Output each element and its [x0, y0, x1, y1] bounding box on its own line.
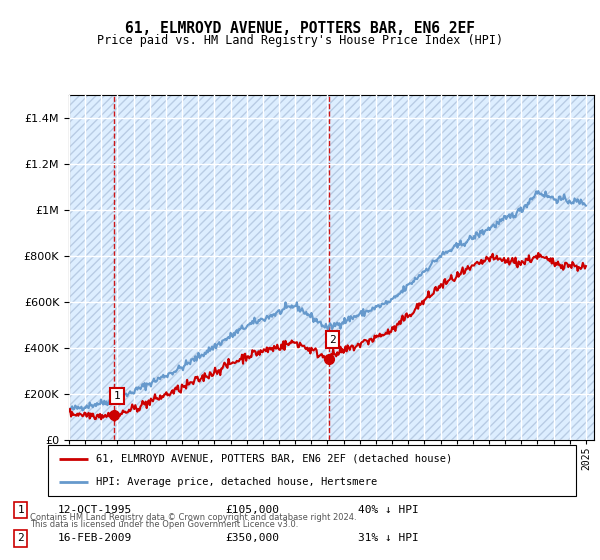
Text: 1: 1: [17, 505, 24, 515]
Text: £105,000: £105,000: [225, 505, 279, 515]
Text: 31% ↓ HPI: 31% ↓ HPI: [358, 533, 418, 543]
Text: 16-FEB-2009: 16-FEB-2009: [58, 533, 133, 543]
Text: Contains HM Land Registry data © Crown copyright and database right 2024.: Contains HM Land Registry data © Crown c…: [30, 513, 356, 522]
Text: 2: 2: [329, 335, 336, 345]
Text: £350,000: £350,000: [225, 533, 279, 543]
Text: 1: 1: [114, 391, 121, 401]
Text: HPI: Average price, detached house, Hertsmere: HPI: Average price, detached house, Hert…: [95, 477, 377, 487]
Text: 61, ELMROYD AVENUE, POTTERS BAR, EN6 2EF: 61, ELMROYD AVENUE, POTTERS BAR, EN6 2EF: [125, 21, 475, 36]
FancyBboxPatch shape: [48, 445, 576, 496]
Text: 12-OCT-1995: 12-OCT-1995: [58, 505, 133, 515]
Text: 2: 2: [17, 533, 24, 543]
Text: Price paid vs. HM Land Registry's House Price Index (HPI): Price paid vs. HM Land Registry's House …: [97, 34, 503, 46]
Text: This data is licensed under the Open Government Licence v3.0.: This data is licensed under the Open Gov…: [30, 520, 298, 529]
Text: 40% ↓ HPI: 40% ↓ HPI: [358, 505, 418, 515]
Text: 61, ELMROYD AVENUE, POTTERS BAR, EN6 2EF (detached house): 61, ELMROYD AVENUE, POTTERS BAR, EN6 2EF…: [95, 454, 452, 464]
